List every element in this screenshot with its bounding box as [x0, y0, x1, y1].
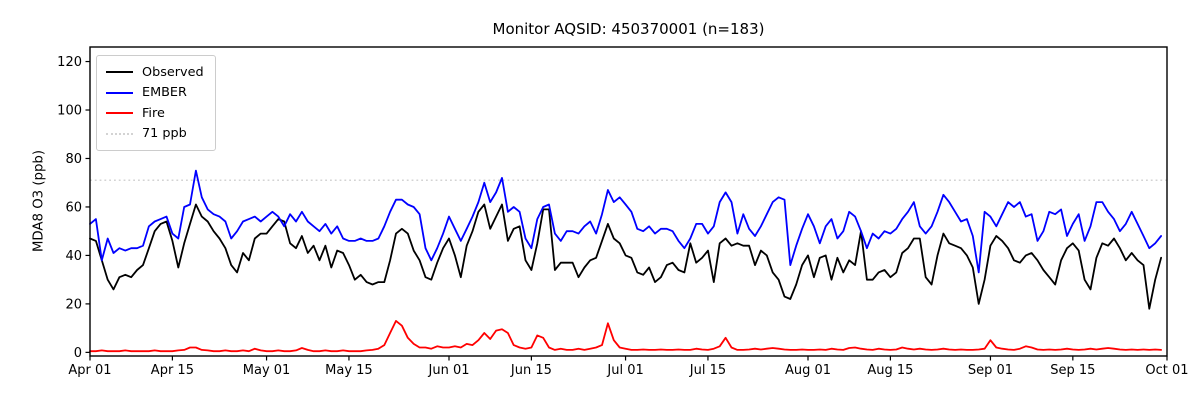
y-tick-label: 20: [65, 297, 82, 312]
legend-label: 71 ppb: [142, 126, 187, 142]
legend-item-71-ppb: 71 ppb: [106, 124, 204, 145]
legend-line-sample-observed: [106, 71, 133, 74]
y-tick-label: 60: [65, 200, 82, 215]
x-tick-label: Apr 01: [68, 363, 111, 378]
legend-label: Fire: [142, 105, 165, 121]
y-axis-label: MDA8 O3 (ppb): [31, 149, 47, 253]
x-tick-label: Jun 15: [510, 363, 552, 378]
axes-spines: [89, 46, 1168, 357]
x-tick-label: Apr 15: [151, 363, 194, 378]
y-tick-label: 0: [74, 346, 82, 361]
legend-line-sample-71-ppb: [106, 132, 133, 135]
legend: Observed EMBER Fire 71 ppb: [96, 55, 216, 151]
legend-item-fire: Fire: [106, 103, 204, 124]
legend-item-observed: Observed: [106, 62, 204, 83]
x-tick-label: May 15: [325, 363, 373, 378]
x-tick-label: Jul 15: [689, 363, 726, 378]
series-line-ember: [89, 169, 1162, 274]
y-tick-label: 40: [65, 249, 82, 264]
x-tick-label: Aug 01: [785, 363, 831, 378]
y-tick-label: 100: [57, 104, 82, 119]
legend-item-ember: EMBER: [106, 83, 204, 104]
legend-line-sample-fire: [106, 112, 133, 115]
chart-title: Monitor AQSID: 450370001 (n=183): [492, 20, 765, 38]
x-tick-label: Jun 01: [428, 363, 470, 378]
legend-line-sample-ember: [106, 91, 133, 94]
legend-label: EMBER: [142, 85, 187, 101]
y-tick-label: 80: [65, 152, 82, 167]
series-line-observed: [89, 203, 1162, 310]
x-tick-label: May 01: [243, 363, 291, 378]
series-line-fire: [89, 319, 1162, 353]
x-tick-label: Sep 01: [968, 363, 1013, 378]
x-tick-label: Sep 15: [1050, 363, 1095, 378]
x-tick-label: Jul 01: [606, 363, 643, 378]
y-tick-label: 120: [57, 55, 82, 70]
x-tick-label: Oct 01: [1145, 363, 1188, 378]
x-tick-label: Aug 15: [867, 363, 913, 378]
legend-label: Observed: [142, 64, 204, 80]
